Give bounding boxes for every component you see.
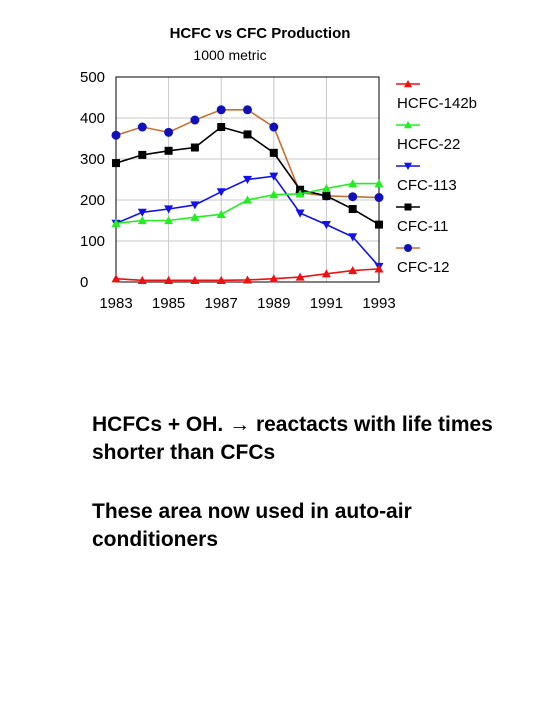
series-layer (111, 105, 384, 284)
data-point-cfc-113 (295, 209, 305, 218)
data-point-hcfc-142b (111, 274, 121, 283)
y-axis-ticks: 0 100 200 300 400 500 (80, 69, 105, 291)
legend-marker-hcfc-142b (404, 80, 412, 88)
data-point-hcfc-22 (243, 195, 252, 204)
series-hcfc-22 (111, 179, 384, 227)
x-axis-ticks: 1983 1985 1987 1989 1991 1993 (99, 295, 395, 312)
legend-entry-cfc-11: CFC-11 (396, 203, 448, 235)
data-point-cfc-12 (243, 105, 252, 115)
data-point-cfc-11 (243, 130, 252, 139)
data-point-cfc-11 (217, 123, 226, 132)
legend-marker-hcfc-22 (404, 121, 412, 129)
data-point-cfc-113 (269, 172, 279, 181)
data-point-cfc-11 (269, 148, 278, 157)
legend-label-cfc-113: CFC-113 (397, 177, 457, 194)
data-point-cfc-11 (138, 150, 147, 159)
data-point-hcfc-142b (348, 266, 358, 275)
data-point-cfc-113 (164, 205, 174, 214)
legend-label-cfc-11: CFC-11 (397, 218, 448, 235)
legend-entry-cfc-12: CFC-12 (396, 244, 450, 276)
y-tick-label: 500 (80, 69, 105, 86)
data-point-hcfc-142b (190, 275, 200, 284)
series-cfc-11 (112, 123, 383, 229)
data-point-hcfc-142b (295, 272, 305, 281)
legend-marker-cfc-12 (404, 244, 412, 252)
data-point-hcfc-22 (374, 179, 384, 188)
data-point-hcfc-142b (321, 269, 331, 278)
legend-entry-hcfc-142b: HCFC-142b (396, 80, 477, 112)
legend-label-hcfc-22: HCFC-22 (397, 136, 460, 153)
data-point-hcfc-22 (295, 189, 305, 198)
data-point-hcfc-22 (190, 212, 200, 221)
chart-subtitle: 1000 metric (193, 47, 266, 63)
data-point-cfc-113 (190, 201, 200, 210)
data-point-hcfc-142b (269, 274, 279, 283)
data-point-cfc-12 (137, 122, 147, 132)
data-point-cfc-12 (348, 192, 358, 202)
data-point-hcfc-22 (348, 179, 358, 188)
data-point-cfc-12 (111, 130, 121, 140)
data-point-cfc-11 (190, 143, 199, 152)
x-tick-label: 1983 (99, 295, 132, 312)
data-point-hcfc-22 (137, 216, 147, 225)
data-point-hcfc-22 (269, 190, 279, 199)
data-point-cfc-12 (269, 122, 279, 132)
chart: HCFC vs CFC Production 1000 metric 0 100 2… (80, 25, 477, 312)
legend-marker-cfc-113 (404, 162, 412, 170)
legend: HCFC-142b HCFC-22 CFC-113 CFC-11 CFC-12 (396, 80, 477, 276)
series-cfc-113 (111, 172, 384, 271)
data-point-hcfc-142b (137, 275, 147, 284)
data-point-hcfc-142b (164, 275, 174, 284)
y-tick-label: 300 (80, 151, 105, 168)
x-tick-label: 1991 (310, 295, 343, 312)
data-point-cfc-12 (216, 105, 226, 115)
legend-label-cfc-12: CFC-12 (397, 259, 450, 276)
x-tick-label: 1993 (362, 295, 395, 312)
data-point-cfc-113 (216, 188, 226, 197)
data-point-cfc-113 (137, 208, 147, 217)
y-tick-label: 100 (80, 233, 105, 250)
x-tick-label: 1989 (257, 295, 290, 312)
legend-marker-cfc-11 (404, 203, 412, 211)
data-point-cfc-11 (112, 159, 120, 168)
legend-entry-hcfc-22: HCFC-22 (396, 121, 460, 153)
caption-auto-air: These area now used in auto-air conditio… (92, 500, 412, 551)
x-tick-label: 1987 (205, 295, 238, 312)
data-point-cfc-11 (348, 205, 357, 214)
series-line-cfc-113 (115, 175, 380, 267)
data-point-cfc-12 (190, 115, 200, 125)
legend-entry-cfc-113: CFC-113 (396, 162, 457, 194)
legend-label-hcfc-142b: HCFC-142b (397, 95, 477, 112)
data-point-cfc-11 (322, 191, 331, 200)
data-point-hcfc-22 (111, 218, 121, 227)
data-point-hcfc-22 (216, 209, 226, 218)
data-point-cfc-12 (164, 127, 174, 137)
data-point-cfc-12 (374, 193, 384, 203)
data-point-cfc-113 (348, 233, 358, 242)
x-tick-label: 1985 (152, 295, 185, 312)
data-point-hcfc-142b (243, 275, 252, 284)
data-point-hcfc-142b (216, 275, 226, 284)
data-point-cfc-113 (243, 175, 252, 184)
data-point-hcfc-22 (164, 216, 174, 225)
data-point-cfc-113 (321, 221, 331, 230)
data-point-hcfc-22 (321, 184, 331, 193)
data-point-hcfc-142b (374, 264, 384, 273)
y-tick-label: 0 (80, 274, 88, 291)
chart-title: HCFC vs CFC Production (170, 25, 351, 42)
y-tick-label: 400 (80, 110, 105, 127)
y-tick-label: 200 (80, 192, 105, 209)
data-point-cfc-11 (164, 146, 173, 155)
data-point-cfc-11 (375, 220, 383, 229)
caption-hcfc-reaction: HCFCs + OH. → reactacts with life times … (92, 413, 493, 464)
series-hcfc-142b (111, 264, 384, 284)
series-line-cfc-12 (115, 109, 380, 199)
